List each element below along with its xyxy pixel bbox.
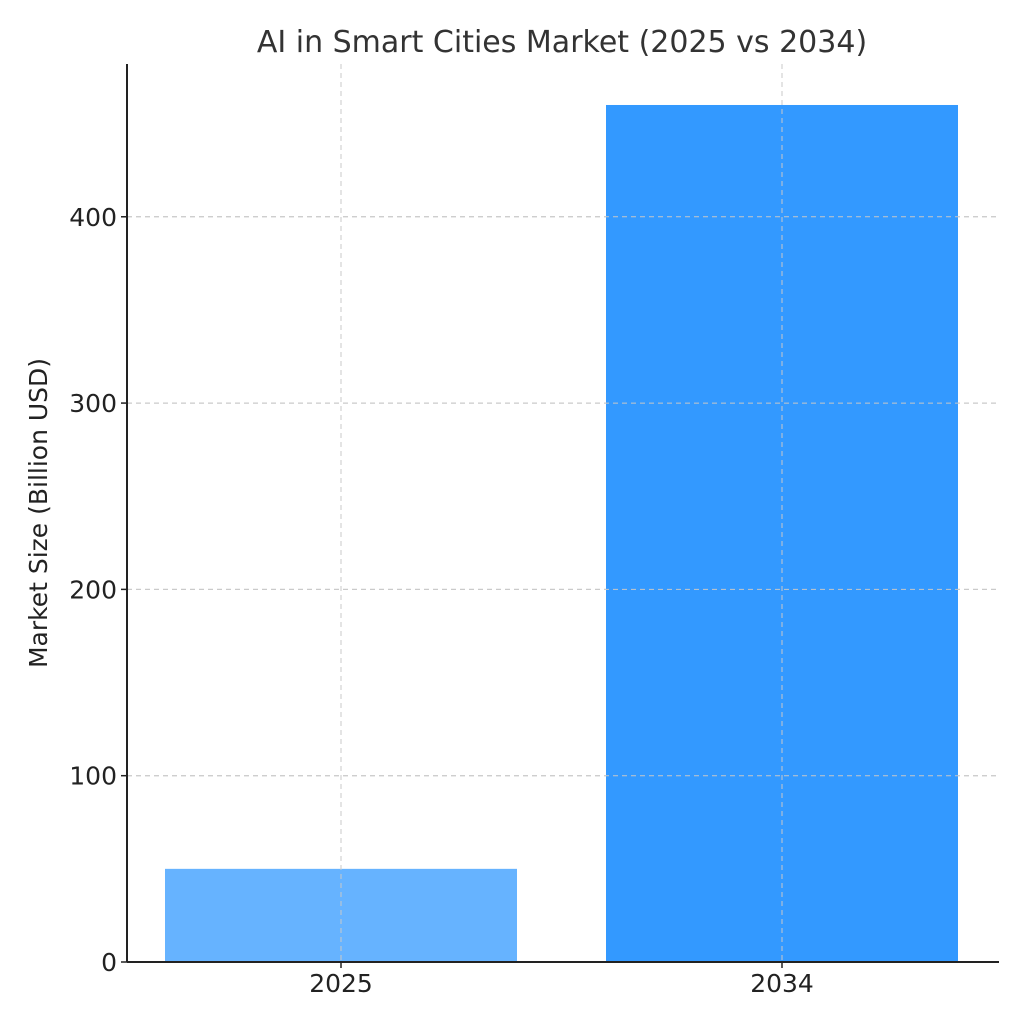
- chart-axes: [126, 64, 999, 963]
- chart-title: AI in Smart Cities Market (2025 vs 2034): [257, 25, 867, 60]
- chart-ticks: 0 100 200 300 400 2025 2034: [69, 203, 814, 998]
- x-tick-label: 2025: [309, 969, 373, 998]
- y-axis-label: Market Size (Billion USD): [24, 358, 53, 668]
- chart-bars: [165, 104, 958, 962]
- x-tick-label: 2034: [750, 969, 814, 998]
- y-tick-label: 100: [69, 762, 117, 791]
- y-tick-label: 300: [69, 389, 117, 418]
- chart-overlay-gridlines: [127, 64, 999, 962]
- y-tick-label: 200: [69, 575, 117, 604]
- y-tick-label: 0: [101, 948, 117, 977]
- y-tick-label: 400: [69, 203, 117, 232]
